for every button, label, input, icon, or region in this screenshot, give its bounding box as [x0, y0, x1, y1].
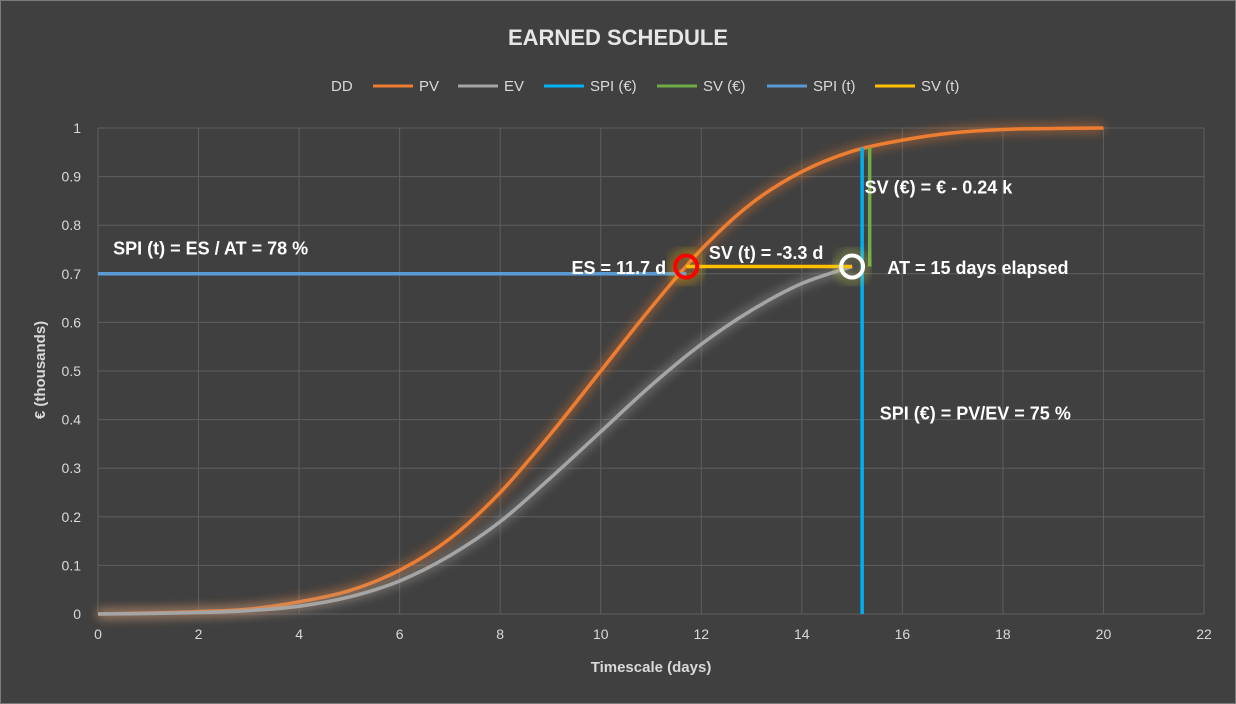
x-tick-label: 4 [295, 626, 303, 642]
x-tick-label: 8 [496, 626, 504, 642]
marker-ring [673, 253, 700, 280]
legend-label: PV [419, 78, 439, 95]
x-tick-label: 0 [94, 626, 102, 642]
marker-at [835, 249, 870, 284]
legend-label: SPI (€) [590, 78, 637, 95]
x-tick-label: 16 [895, 626, 911, 642]
x-axis-label: Timescale (days) [591, 659, 712, 676]
x-tick-label: 6 [396, 626, 404, 642]
x-tick-label: 20 [1096, 626, 1112, 642]
legend-label: SV (t) [921, 78, 959, 95]
x-tick-label: 22 [1196, 626, 1212, 642]
marker-glow [835, 249, 870, 284]
legend: DD PV EV SPI (€) SV (€) SPI (t) SV (t) [331, 78, 959, 95]
marker-es [669, 249, 704, 284]
legend-item-spi-eur: SPI (€) [544, 78, 637, 95]
legend-item-pv: PV [373, 78, 439, 95]
y-tick-label: 0.7 [62, 266, 82, 282]
annotation-1: ES = 11.7 d [572, 258, 667, 278]
annotation-5: SPI (€) = PV/EV = 75 % [880, 404, 1071, 424]
x-tick-label: 12 [693, 626, 709, 642]
y-tick-label: 0.1 [62, 557, 82, 573]
y-tick-label: 0.5 [62, 363, 82, 379]
axis-layer: 0 2 4 6 8 10 12 14 16 18 20 22 0 0.1 0.2 0.3 0.4 0.5 0.6 0.… [62, 120, 1212, 642]
gridlines [97, 127, 1205, 615]
legend-item-sv-eur: SV (€) [657, 78, 746, 95]
annotation-3: AT = 15 days elapsed [887, 258, 1068, 278]
marker-glow [669, 249, 704, 284]
y-tick-label: 0.4 [62, 412, 82, 428]
series-line [97, 264, 853, 616]
annotation-layer: SPI (t) = ES / AT = 78 % ES = 11.7 d SV (t… [113, 178, 1071, 424]
chart-title: EARNED SCHEDULE [508, 25, 728, 50]
legend-label: DD [331, 78, 353, 95]
series-layer [97, 123, 1104, 619]
y-tick-label: 0 [73, 606, 81, 622]
y-tick-label: 1 [73, 120, 81, 136]
y-axis-label: € (thousands) [32, 321, 49, 419]
y-tick-label: 0.9 [62, 169, 82, 185]
legend-item-sv-t: SV (t) [875, 78, 959, 95]
x-tick-label: 14 [794, 626, 810, 642]
y-tick-label: 0.2 [62, 509, 82, 525]
legend-label: SV (€) [703, 78, 746, 95]
series-ev [97, 262, 854, 619]
y-tick-label: 0.3 [62, 460, 82, 476]
annotation-2: SV (t) = -3.3 d [709, 243, 824, 263]
y-tick-label: 0.8 [62, 217, 82, 233]
legend-item-ev: EV [458, 78, 524, 95]
legend-label: EV [504, 78, 524, 95]
x-tick-label: 2 [195, 626, 203, 642]
x-tick-label: 10 [593, 626, 609, 642]
annotation-4: SV (€) = € - 0.24 k [865, 178, 1014, 198]
legend-label: SPI (t) [813, 78, 856, 95]
legend-item-spi-t: SPI (t) [767, 78, 856, 95]
x-tick-label: 18 [995, 626, 1011, 642]
marker-ring [839, 253, 866, 280]
y-tick-label: 0.6 [62, 314, 82, 330]
legend-item-dd: DD [331, 78, 353, 95]
annotation-0: SPI (t) = ES / AT = 78 % [113, 238, 308, 258]
